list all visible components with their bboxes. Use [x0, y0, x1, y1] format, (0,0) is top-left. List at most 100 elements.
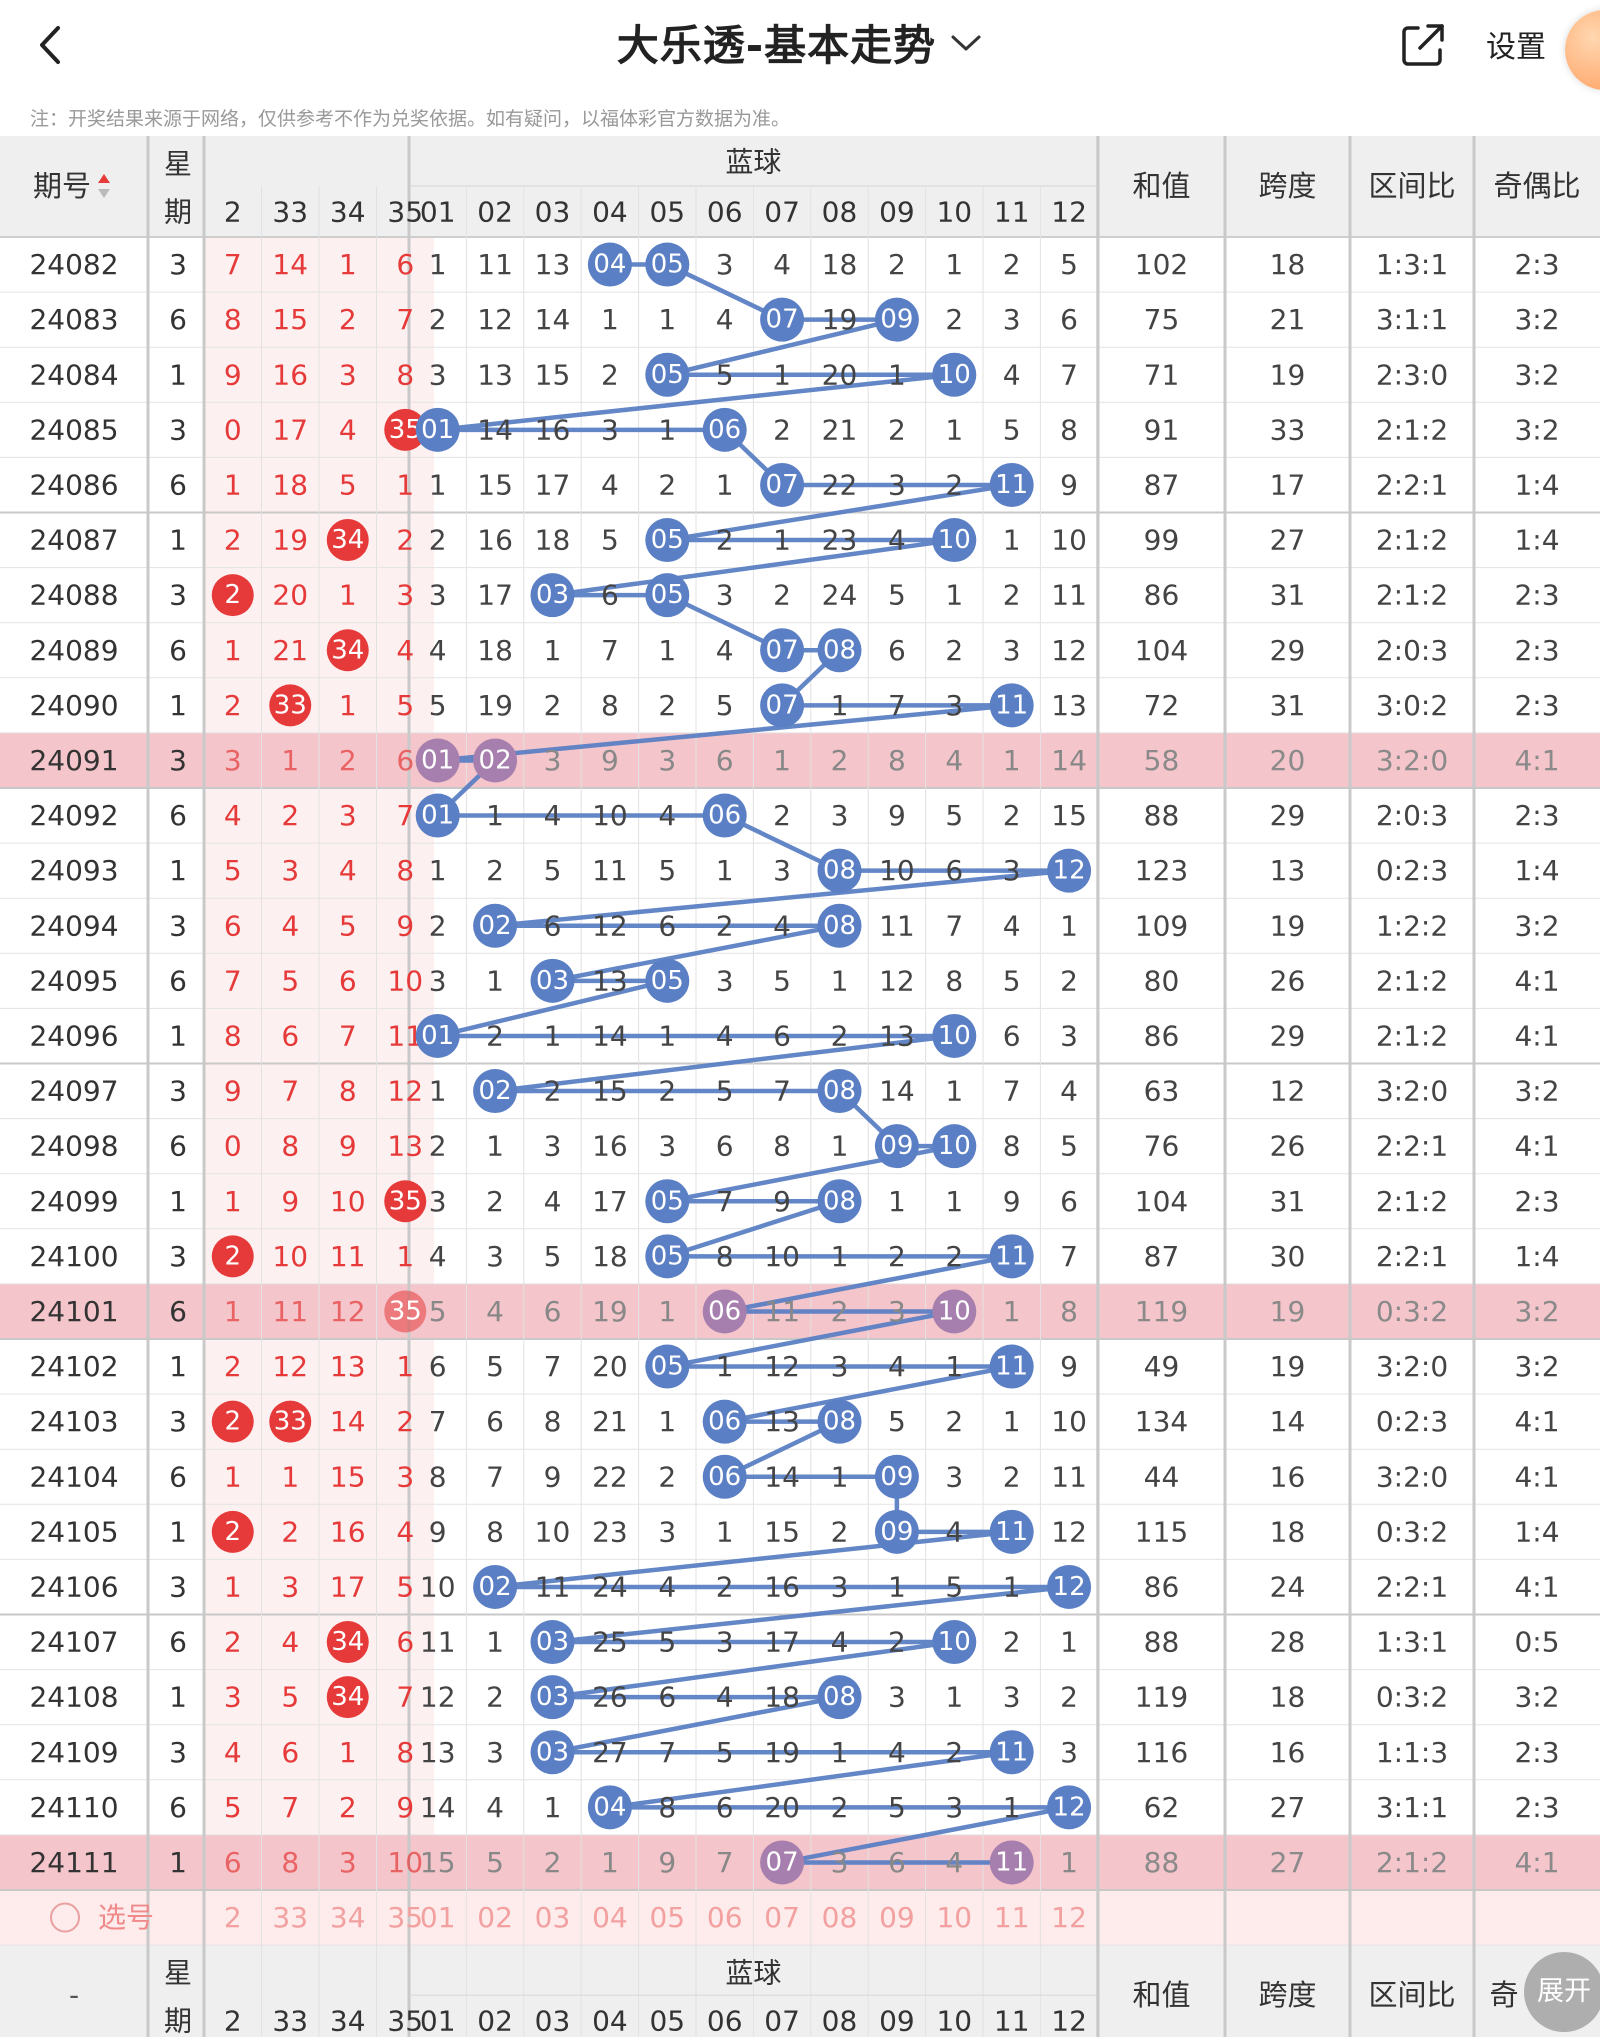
- table-row[interactable]: 24106 3 1 3 17 5 10 02 11 24 4 2 16 3 1 5 1 12 86 24 2:2:1 4:…: [29, 1564, 1560, 1609]
- table-row[interactable]: 24089 6 1 21 34 4 4 18 1 7 1 4 07 08 6 2 3 12 104 29 2:0:3 2:…: [29, 628, 1560, 673]
- sum-cell: 80: [1144, 964, 1180, 997]
- table-row[interactable]: 24107 6 2 4 34 6 11 1 03 25 5 3 17 4 2 10 2 1 88 28 1:3:1 0:5: [29, 1620, 1560, 1665]
- span-cell: 18: [1270, 1515, 1306, 1548]
- blue-miss-count: 10: [592, 799, 628, 832]
- blue-miss-count: 2: [888, 1626, 906, 1659]
- oddeven-ratio-cell: 0:5: [1514, 1626, 1559, 1659]
- blue-col-header: 11: [994, 196, 1030, 229]
- table-row[interactable]: 24098 6 0 8 9 13 2 1 3 16 3 6 8 1 09 10 8 5 76 26 2:2:1 4:1: [29, 1124, 1560, 1169]
- title-group[interactable]: 大乐透-基本走势: [0, 12, 1600, 73]
- table-row[interactable]: 24099 1 1 9 10 35 3 2 4 17 05 7 9 08 1 1 9 6 104 31 2:1:2 2:3: [29, 1179, 1560, 1224]
- front-miss-count: 1: [339, 689, 357, 722]
- back-icon[interactable]: [30, 20, 74, 70]
- zone-ratio-cell: 2:1:2: [1376, 1846, 1448, 1879]
- expand-button[interactable]: 展开: [1524, 1952, 1600, 2032]
- table-row[interactable]: 24087 1 2 19 34 2 2 16 18 5 05 2 1 23 4 10 1 10 99 27 2:1:2 1…: [29, 518, 1560, 563]
- table-row[interactable]: 24086 6 1 18 5 1 1 15 17 4 2 1 07 22 3 2 11 9 87 17 2:2:1 1:4: [29, 462, 1560, 507]
- blue-miss-count: 1: [888, 358, 906, 391]
- blue-ball-hit: [473, 1564, 518, 1609]
- blue-miss-count: 5: [429, 1295, 447, 1328]
- period-cell: 24098: [29, 1130, 118, 1163]
- period-cell: 24096: [29, 1019, 118, 1052]
- oddeven-ratio-cell: 4:1: [1514, 1846, 1559, 1879]
- table-row[interactable]: 24102 1 2 12 13 1 6 5 7 20 05 1 12 3 4 1 11 9 49 19 3:2:0 3:2: [29, 1344, 1560, 1389]
- blue-miss-count: 10: [879, 854, 915, 887]
- table-row[interactable]: 24110 6 5 7 2 9 14 4 1 04 8 6 20 2 5 3 1 12 62 27 3:1:1 2:3: [29, 1785, 1560, 1830]
- blue-ball-hit: [874, 297, 919, 342]
- front-ball-number: 33: [274, 690, 307, 720]
- blue-miss-count: 11: [879, 909, 915, 942]
- front-ball-number: 33: [274, 1407, 307, 1437]
- blue-ball-hit: [702, 1289, 747, 1334]
- blue-miss-count: 5: [486, 1846, 504, 1879]
- sum-cell: 104: [1135, 1185, 1188, 1218]
- share-icon[interactable]: [1396, 18, 1450, 72]
- blue-miss-count: 5: [544, 854, 562, 887]
- blue-miss-count: 1: [831, 964, 849, 997]
- blue-miss-count: 5: [716, 358, 734, 391]
- table-row[interactable]: 24108 1 3 5 34 7 12 2 03 26 6 4 18 08 3 1 3 2 119 18 0:3:2 3:…: [29, 1675, 1560, 1720]
- blue-ball-number: 08: [823, 1186, 856, 1216]
- blue-miss-count: 10: [420, 1570, 456, 1603]
- table-row[interactable]: 24101 6 1 11 12 35 5 4 6 19 1 06 11 2 3 10 1 8 119 19 0:3:2 3…: [29, 1289, 1560, 1334]
- oddeven-ratio-cell: 2:3: [1514, 1736, 1559, 1769]
- settings-button[interactable]: 设置: [1486, 30, 1546, 65]
- blue-miss-count: 1: [658, 634, 676, 667]
- sum-cell: 115: [1135, 1515, 1188, 1548]
- zone-ratio-cell: 3:2:0: [1376, 1350, 1448, 1383]
- blue-miss-count: 12: [420, 1681, 456, 1714]
- front-miss-count: 0: [224, 413, 242, 446]
- front-miss-count: 3: [339, 799, 357, 832]
- table-row[interactable]: 24104 6 1 1 15 3 8 7 9 22 2 06 14 1 09 3 2 11 44 16 3:2:0 4:1: [29, 1454, 1560, 1499]
- table-row[interactable]: 24105 1 2 2 16 4 9 8 10 23 3 1 15 2 09 4 11 12 115 18 0:3:2 1…: [29, 1509, 1560, 1554]
- table-row[interactable]: 24103 3 2 33 14 2 7 6 8 21 1 06 13 08 5 2 1 10 134 14 0:2:3 4…: [29, 1399, 1560, 1444]
- sum-cell: 91: [1144, 413, 1180, 446]
- trend-grid-svg: 期号星期蓝球2 33 34 3501 02 03 04 05 06 07 08 09 10 11 12和值跨…: [0, 136, 1600, 2037]
- front-miss-count: 8: [281, 1130, 299, 1163]
- blue-miss-count: 1: [1003, 1791, 1021, 1824]
- table-row[interactable]: 24095 6 7 5 6 10 3 1 03 13 05 3 5 1 12 8 5 2 80 26 2:1:2 4:1: [29, 958, 1560, 1003]
- blue-miss-count: 3: [831, 1846, 849, 1879]
- blue-ball-number: 09: [880, 305, 913, 335]
- blue-miss-count: 17: [592, 1185, 628, 1218]
- chevron-down-icon[interactable]: [949, 32, 983, 54]
- table-row[interactable]: 24090 1 2 33 1 5 5 19 2 8 2 5 07 1 7 3 11 13 72 31 3:0:2 2:3: [29, 683, 1560, 728]
- footer-blue-col-header: 11: [994, 2005, 1030, 2037]
- table-row[interactable]: 24109 3 4 6 1 8 13 3 03 27 7 5 19 1 4 2 11 3 116 16 1:1:3 2:3: [29, 1730, 1560, 1775]
- table-row[interactable]: 24100 3 2 10 11 1 4 3 5 18 05 8 10 1 2 2 11 7 87 30 2:2:1 1:4: [29, 1234, 1560, 1279]
- table-row[interactable]: 24097 3 9 7 8 12 1 02 2 15 2 5 7 08 14 1 7 4 63 12 3:2:0 3:2: [29, 1069, 1560, 1114]
- table-row[interactable]: 24084 1 9 16 3 8 3 13 15 2 05 5 1 20 1 10 4 7 71 19 2:3:0 3:2: [29, 352, 1560, 397]
- sort-icon[interactable]: [98, 174, 110, 198]
- blue-ball-number: 07: [766, 635, 799, 665]
- table-row[interactable]: 24094 3 6 4 5 9 2 02 6 12 6 2 4 08 11 7 4 1 109 19 1:2:2 3:2: [29, 903, 1560, 948]
- blue-ball-hit: [760, 683, 805, 728]
- zone-header: 区间比: [1368, 169, 1455, 203]
- front-miss-count: 1: [224, 1460, 242, 1493]
- blue-ball-hit: [645, 1179, 690, 1224]
- blue-ball-number: 05: [651, 1241, 684, 1271]
- table-row[interactable]: 24093 1 5 3 4 8 1 2 5 11 5 1 3 08 10 6 3 12 123 13 0:2:3 1:4: [29, 848, 1560, 893]
- blue-ball-hit: [817, 903, 862, 948]
- blue-miss-count: 9: [658, 1846, 676, 1879]
- sum-cell: 88: [1144, 1626, 1180, 1659]
- table-row[interactable]: 24088 3 2 20 1 3 3 17 03 6 05 3 2 24 5 1 2 11 86 31 2:1:2 2:3: [29, 573, 1560, 618]
- table-row[interactable]: 24091 3 3 1 2 6 01 02 3 9 3 6 1 2 8 4 1 14 58 20 3:2:0 4:1: [29, 738, 1560, 783]
- radio-icon[interactable]: [50, 1902, 80, 1933]
- weekday-cell: 6: [169, 1295, 187, 1328]
- page-title[interactable]: 大乐透-基本走势: [616, 21, 937, 70]
- front-ball-hit: [326, 629, 369, 672]
- trend-line: [435, 262, 1072, 1865]
- weekday-cell: 1: [169, 524, 187, 557]
- blue-miss-count: 8: [888, 744, 906, 777]
- front-miss-count: 12: [272, 1350, 308, 1383]
- period-cell: 24105: [29, 1515, 118, 1548]
- sum-cell: 49: [1144, 1350, 1180, 1383]
- table-row[interactable]: 24083 6 8 15 2 7 2 12 14 1 1 4 07 19 09 2 3 6 75 21 3:1:1 3:2: [29, 297, 1560, 342]
- table-row[interactable]: 24085 3 0 17 4 35 01 14 16 3 1 06 2 21 2 1 5 8 91 33 2:1:2 3:…: [29, 407, 1560, 452]
- span-cell: 31: [1270, 689, 1306, 722]
- table-row[interactable]: 24082 3 7 14 1 6 1 11 13 04 05 3 4 18 2 1 2 5 102 18 1:3:1 2:…: [29, 242, 1560, 287]
- table-row[interactable]: 24092 6 4 2 3 7 01 1 4 10 4 06 2 3 9 5 2 15 88 29 2:0:3 2:3: [29, 793, 1560, 838]
